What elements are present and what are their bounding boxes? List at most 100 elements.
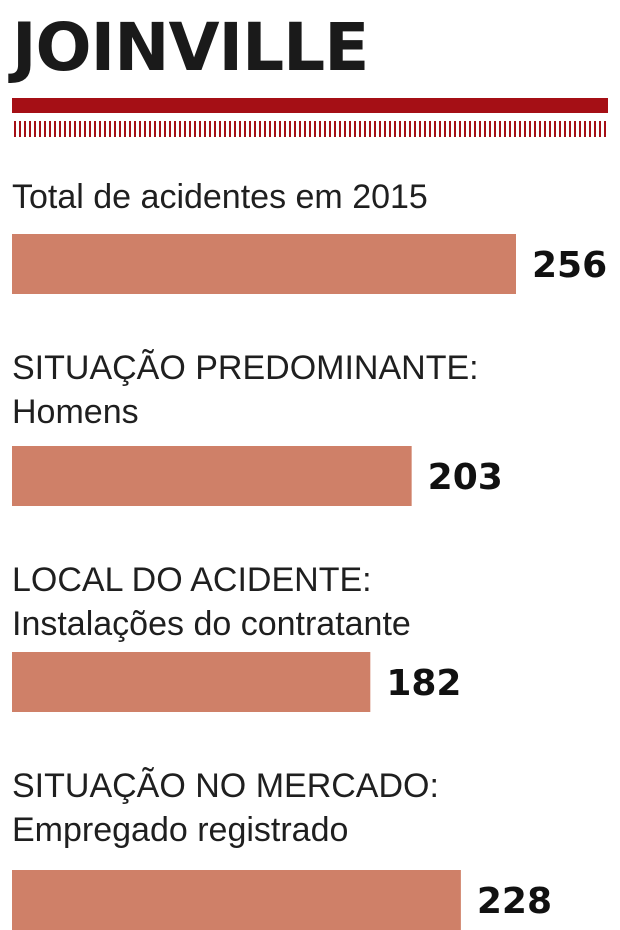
rule-tick — [169, 121, 171, 137]
rule-tick — [289, 121, 291, 137]
rule-tick — [24, 121, 26, 137]
bar — [12, 446, 412, 506]
rule-tick — [559, 121, 561, 137]
rule-tick — [564, 121, 566, 137]
rule-tick — [314, 121, 316, 137]
rule-tick — [149, 121, 151, 137]
rule-tick — [524, 121, 526, 137]
rule-tick — [114, 121, 116, 137]
rule-tick — [259, 121, 261, 137]
rule-tick — [539, 121, 541, 137]
rule-tick — [594, 121, 596, 137]
rule-tick — [414, 121, 416, 137]
rule-tick — [494, 121, 496, 137]
rule-tick — [84, 121, 86, 137]
rule-tick — [164, 121, 166, 137]
rule-tick — [419, 121, 421, 137]
rule-tick — [279, 121, 281, 137]
rule-tick — [109, 121, 111, 137]
rule-tick — [319, 121, 321, 137]
rule-tick — [404, 121, 406, 137]
rule-tick — [119, 121, 121, 137]
rule-tick — [369, 121, 371, 137]
rule-tick — [274, 121, 276, 137]
rule-tick — [394, 121, 396, 137]
rule-tick — [144, 121, 146, 137]
rule-tick — [344, 121, 346, 137]
rule-tick — [154, 121, 156, 137]
rule-tick — [464, 121, 466, 137]
rule-tick — [219, 121, 221, 137]
rule-tick — [54, 121, 56, 137]
rule-tick — [579, 121, 581, 137]
rule-tick — [229, 121, 231, 137]
rule-tick — [174, 121, 176, 137]
rule-tick — [449, 121, 451, 137]
rule-tick — [349, 121, 351, 137]
rule-tick — [104, 121, 106, 137]
rule-tick — [99, 121, 101, 137]
rule-tick — [389, 121, 391, 137]
bar-value-label: 256 — [532, 245, 607, 286]
rule-tick — [214, 121, 216, 137]
rule-tick — [474, 121, 476, 137]
rule-tick — [399, 121, 401, 137]
rule-tick — [364, 121, 366, 137]
rule-tick — [209, 121, 211, 137]
rule-tick — [44, 121, 46, 137]
rule-tick — [444, 121, 446, 137]
bar — [12, 234, 516, 294]
rule-tick — [254, 121, 256, 137]
rule-tick — [374, 121, 376, 137]
title-rule-ticks — [14, 121, 606, 137]
rule-tick — [204, 121, 206, 137]
rule-tick — [339, 121, 341, 137]
rule-tick — [484, 121, 486, 137]
rule-tick — [569, 121, 571, 137]
rule-tick — [454, 121, 456, 137]
bar-item: SITUAÇÃO PREDOMINANTE: Homens 203 — [12, 349, 503, 506]
rule-tick — [159, 121, 161, 137]
rule-tick — [249, 121, 251, 137]
rule-tick — [329, 121, 331, 137]
rule-tick — [179, 121, 181, 137]
rule-tick — [584, 121, 586, 137]
rule-tick — [599, 121, 601, 137]
bar-label: SITUAÇÃO PREDOMINANTE: — [12, 349, 479, 387]
rule-tick — [424, 121, 426, 137]
rule-tick — [29, 121, 31, 137]
rule-tick — [434, 121, 436, 137]
rule-tick — [324, 121, 326, 137]
title-rule — [12, 98, 608, 113]
rule-tick — [69, 121, 71, 137]
rule-tick — [469, 121, 471, 137]
bar — [12, 870, 461, 930]
rule-tick — [189, 121, 191, 137]
rule-tick — [534, 121, 536, 137]
rule-tick — [224, 121, 226, 137]
bar-item: SITUAÇÃO NO MERCADO: Empregado registrado… — [12, 767, 552, 930]
rule-tick — [34, 121, 36, 137]
rule-tick — [139, 121, 141, 137]
chart-title: JOINVILLE — [8, 9, 368, 86]
rule-tick — [129, 121, 131, 137]
rule-tick — [124, 121, 126, 137]
rule-tick — [509, 121, 511, 137]
rule-tick — [94, 121, 96, 137]
bar-sublabel: Instalações do contratante — [12, 605, 411, 643]
rule-tick — [299, 121, 301, 137]
rule-tick — [284, 121, 286, 137]
rule-tick — [269, 121, 271, 137]
rule-tick — [529, 121, 531, 137]
rule-tick — [514, 121, 516, 137]
bar-sublabel: Homens — [12, 393, 139, 431]
bar-item: LOCAL DO ACIDENTE: Instalações do contrat… — [12, 561, 461, 712]
rule-tick — [459, 121, 461, 137]
rule-tick — [489, 121, 491, 137]
rule-tick — [519, 121, 521, 137]
bar-value-label: 182 — [386, 663, 461, 704]
rule-tick — [89, 121, 91, 137]
rule-tick — [549, 121, 551, 137]
rule-tick — [134, 121, 136, 137]
